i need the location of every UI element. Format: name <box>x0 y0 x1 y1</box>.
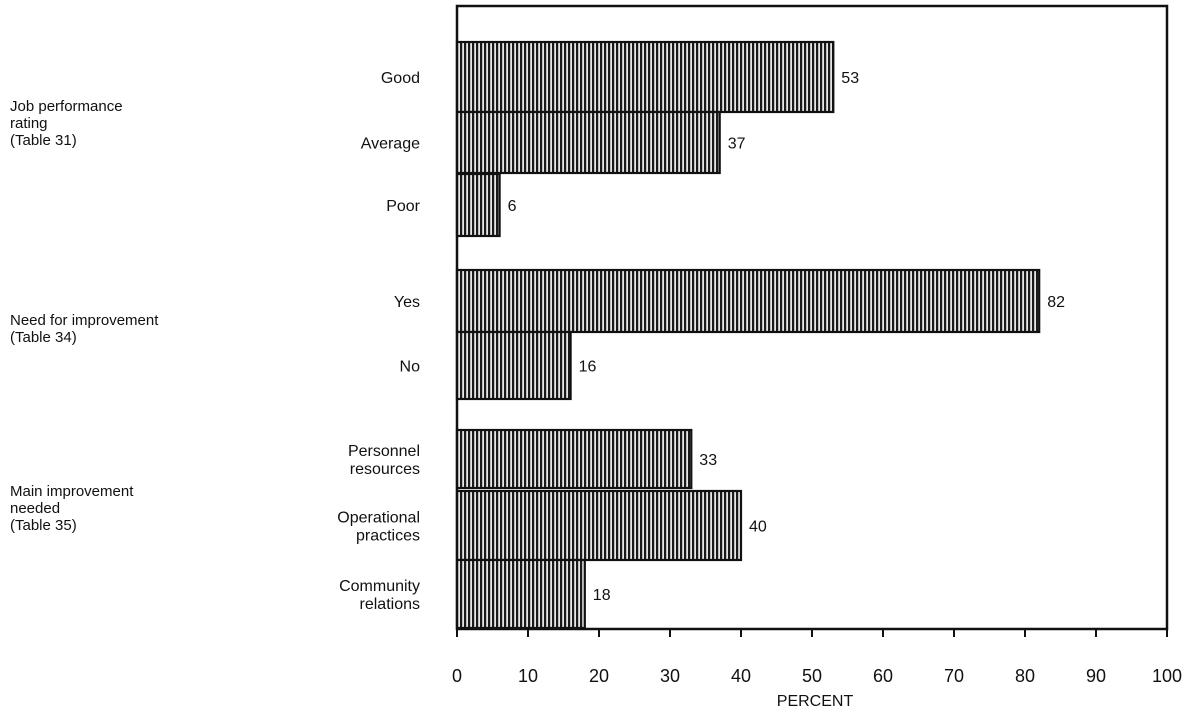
category-label: Poor <box>386 198 420 215</box>
category-label: resources <box>350 461 420 478</box>
bar-value-label: 6 <box>508 198 517 215</box>
bar-value-label: 16 <box>579 359 597 376</box>
x-tick-label: 0 <box>452 666 462 686</box>
bar-value-label: 18 <box>593 587 611 604</box>
bar-value-label: 40 <box>749 519 767 536</box>
x-tick-label: 30 <box>660 666 680 686</box>
bar <box>455 40 835 114</box>
x-axis-label: PERCENT <box>777 693 854 710</box>
group-label: Main improvement needed (Table 35) <box>10 483 133 534</box>
x-tick-label: 10 <box>518 666 538 686</box>
bar <box>455 172 501 238</box>
bar <box>455 558 586 630</box>
group-label-line: (Table 31) <box>10 132 77 149</box>
group-label-line: Main improvement <box>10 483 134 500</box>
category-label: No <box>400 359 421 376</box>
x-tick-label: 90 <box>1086 666 1106 686</box>
x-tick-label: 70 <box>944 666 964 686</box>
bar <box>455 489 743 562</box>
group-label-line: Job performance <box>10 98 123 115</box>
group-label: Need for improvement (Table 34) <box>10 312 158 346</box>
x-tick-label: 100 <box>1152 666 1182 686</box>
category-label: Operational <box>337 510 420 527</box>
category-label: relations <box>360 596 420 613</box>
category-label: practices <box>356 528 420 545</box>
group-label-line: needed <box>10 500 61 517</box>
bar-value-label: 33 <box>699 452 717 469</box>
category-label: Average <box>361 136 420 153</box>
bar-value-label: 37 <box>728 136 746 153</box>
x-tick-label: 50 <box>802 666 822 686</box>
bar-value-label: 53 <box>841 70 859 87</box>
category-label: Community <box>339 578 420 595</box>
bar-value-label: 82 <box>1047 294 1065 311</box>
group-label-line: Need for improvement <box>10 312 159 329</box>
group-label-line: (Table 34) <box>10 329 77 346</box>
group-label: Job performance rating (Table 31) <box>10 98 123 149</box>
x-tick-label: 80 <box>1015 666 1035 686</box>
x-tick-label: 60 <box>873 666 893 686</box>
group-label-line: rating <box>10 115 48 132</box>
category-label: Good <box>381 70 420 87</box>
bar <box>455 428 693 490</box>
x-tick-label: 40 <box>731 666 751 686</box>
group-label-line: (Table 35) <box>10 517 77 534</box>
bar <box>455 110 721 175</box>
category-label: Personnel <box>348 443 420 460</box>
bar <box>455 268 1041 334</box>
category-label: Yes <box>394 294 420 311</box>
x-tick-label: 20 <box>589 666 609 686</box>
bar <box>455 330 572 401</box>
